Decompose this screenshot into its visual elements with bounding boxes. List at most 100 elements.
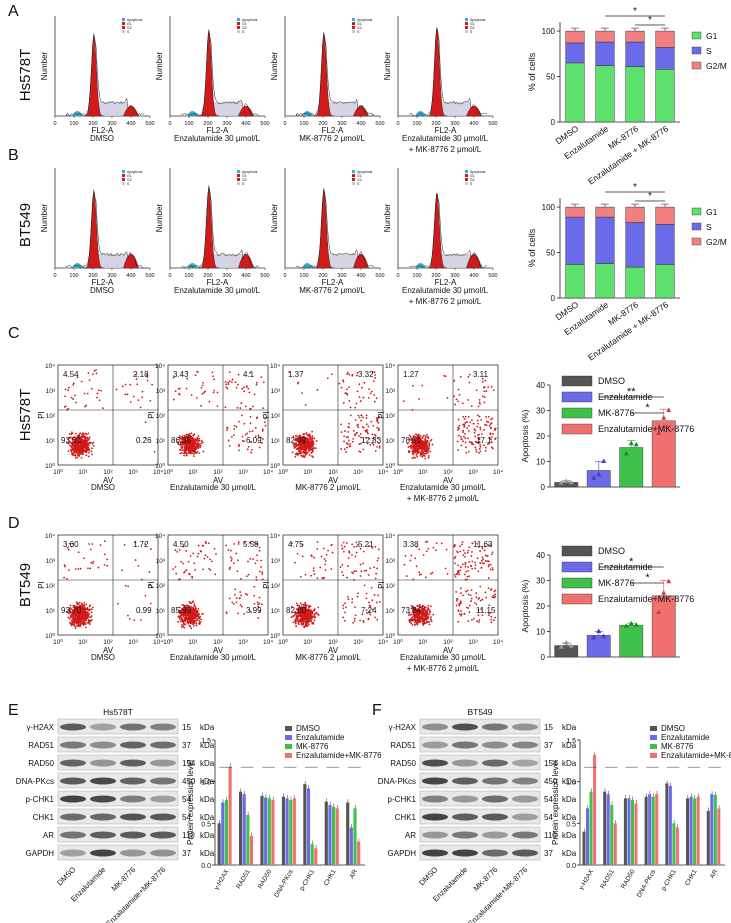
scatter-event xyxy=(225,383,228,386)
scatter-x-tick-label: 10² xyxy=(213,469,223,476)
protein-bar xyxy=(289,800,293,865)
scatter-event xyxy=(304,449,307,452)
scatter-event xyxy=(300,454,303,457)
blot-band xyxy=(150,777,176,785)
scatter-event xyxy=(76,601,78,604)
scatter-event xyxy=(80,619,83,621)
scatter-event xyxy=(445,548,448,551)
scatter-q-upper-right: 1.72 xyxy=(133,540,149,549)
scatter-event xyxy=(367,425,370,428)
A-condition-label-2: Enzalutamide 30 μmol/L xyxy=(174,134,261,143)
scatter-event xyxy=(426,448,428,451)
scatter-event xyxy=(459,435,462,438)
blot-band xyxy=(452,723,478,731)
scatter-event xyxy=(324,560,327,562)
scatter-event xyxy=(427,456,430,459)
scatter-event xyxy=(373,566,376,569)
blot-band xyxy=(422,759,448,767)
scatter-y-tick-label: 10⁴ xyxy=(45,533,55,540)
scatter-event xyxy=(196,436,199,439)
scatter-y-tick-label: 10³ xyxy=(386,558,396,565)
protein-bar xyxy=(306,788,311,865)
histogram-x-tick-label: 300 xyxy=(337,273,346,279)
blot-kda-unit: kDa xyxy=(200,849,215,858)
scatter-event xyxy=(260,559,263,562)
scatter-q-lower-left: 93.01 xyxy=(61,436,82,445)
scatter-event xyxy=(462,415,465,418)
scatter-event xyxy=(470,405,473,408)
scatter-event xyxy=(232,434,235,436)
scatter-event xyxy=(365,417,368,419)
scatter-event xyxy=(258,546,261,549)
scatter-q-lower-right: 7.24 xyxy=(361,606,377,615)
scatter-event xyxy=(237,383,239,386)
scatter-event xyxy=(308,434,311,437)
scatter-event xyxy=(310,609,312,612)
scatter-x-tick-label: 10⁰ xyxy=(393,638,403,646)
scatter-event xyxy=(235,597,238,600)
scatter-y-tick-label: 10⁰ xyxy=(45,462,55,470)
histogram-y-label: Number xyxy=(40,51,49,80)
scatter-event xyxy=(368,388,370,391)
scatter-event xyxy=(78,451,81,454)
scatter-x-tick-label: 10⁴ xyxy=(378,469,388,476)
scatter-event xyxy=(476,414,479,417)
scatter-event xyxy=(69,436,72,439)
blot-protein-label: AR xyxy=(43,831,54,840)
scatter-event xyxy=(456,550,458,553)
scatter-event xyxy=(358,443,361,446)
scatter-event xyxy=(465,446,467,449)
scatter-event xyxy=(149,602,152,605)
scatter-event xyxy=(478,398,481,401)
stacked-bar-s xyxy=(655,224,675,265)
scatter-event xyxy=(374,374,377,376)
blot-band xyxy=(120,741,146,749)
scatter-event xyxy=(196,370,198,373)
scatter-event xyxy=(341,571,344,574)
scatter-x-tick-label: 10⁴ xyxy=(153,639,163,646)
scatter-event xyxy=(475,596,478,599)
scatter-event xyxy=(454,575,457,578)
scatter-event xyxy=(89,567,92,570)
scatter-event xyxy=(80,436,83,439)
scatter-event xyxy=(260,603,263,606)
scatter-event xyxy=(88,608,91,611)
scatter-event xyxy=(185,433,188,436)
scatter-event xyxy=(489,433,492,436)
scatter-event xyxy=(178,393,180,395)
scatter-event xyxy=(211,371,214,374)
stacked-y-tick-label: 100 xyxy=(542,203,556,212)
scatter-event xyxy=(79,567,82,570)
scatter-event xyxy=(70,433,73,436)
scatter-event xyxy=(97,566,100,569)
scatter-event xyxy=(185,437,188,439)
scatter-event xyxy=(470,555,473,558)
scatter-event xyxy=(490,615,493,618)
scatter-event xyxy=(76,376,79,379)
scatter-event xyxy=(307,616,310,618)
scatter-event xyxy=(98,399,101,402)
apoptosis-bar xyxy=(554,482,579,488)
apoptosis-legend-swatch xyxy=(561,593,593,605)
apoptosis-y-label: Apoptosis (%) xyxy=(520,409,530,462)
scatter-event xyxy=(365,569,368,572)
scatter-event xyxy=(491,567,494,569)
scatter-event xyxy=(232,603,235,605)
histogram-x-tick-label: 0 xyxy=(283,273,286,279)
scatter-event xyxy=(64,565,66,568)
protein-x-label: p-CHK1 xyxy=(299,868,317,892)
blot-kda-value: 15 xyxy=(182,723,191,732)
scatter-event xyxy=(91,608,93,611)
scatter-event xyxy=(84,451,87,453)
scatter-event xyxy=(306,617,309,620)
scatter-event xyxy=(494,616,497,619)
significance-star: * xyxy=(648,15,652,26)
scatter-event xyxy=(484,423,486,426)
scatter-event xyxy=(346,388,348,391)
scatter-event xyxy=(137,399,140,402)
apoptosis-data-point xyxy=(666,578,672,584)
scatter-event xyxy=(90,611,93,614)
scatter-event xyxy=(330,544,333,547)
scatter-event xyxy=(178,617,181,619)
scatter-event xyxy=(188,439,190,442)
